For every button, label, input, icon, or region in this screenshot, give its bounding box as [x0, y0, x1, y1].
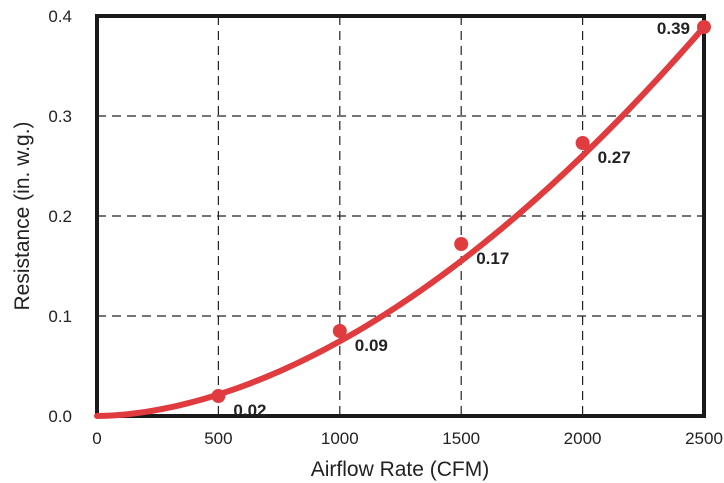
data-label: 0.39 — [657, 19, 690, 38]
x-tick-label: 500 — [204, 429, 232, 448]
data-point — [332, 324, 347, 338]
x-tick-label: 1500 — [442, 429, 480, 448]
plot-area-frame — [95, 14, 706, 418]
y-tick-label: 0.3 — [48, 107, 72, 126]
x-tick-label: 1000 — [321, 429, 359, 448]
y-tick-label: 0.1 — [48, 307, 72, 326]
series-line — [94, 24, 707, 419]
y-tick-label: 0.2 — [48, 207, 72, 226]
data-series: 0.02 0.09 0.17 0.27 0.39 — [94, 19, 711, 420]
x-tick-label: 0 — [92, 429, 101, 448]
x-axis-title: Airflow Rate (CFM) — [311, 458, 490, 481]
x-axis-tick-labels: 0 500 1000 1500 2000 2500 — [92, 429, 723, 448]
data-point — [575, 136, 590, 150]
data-point — [454, 237, 469, 251]
data-label: 0.27 — [598, 148, 631, 167]
y-axis-tick-labels: 0.0 0.1 0.2 0.3 0.4 — [48, 7, 72, 426]
x-tick-label: 2000 — [564, 429, 602, 448]
y-axis-title: Resistance (in. w.g.) — [11, 121, 34, 310]
y-tick-label: 0.4 — [48, 7, 72, 26]
grid-lines — [97, 16, 704, 416]
y-tick-label: 0.0 — [48, 407, 72, 426]
data-point — [697, 20, 711, 34]
data-label: 0.17 — [476, 249, 509, 268]
data-label: 0.09 — [355, 336, 388, 355]
data-label: 0.02 — [233, 401, 266, 420]
x-tick-label: 2500 — [685, 429, 723, 448]
data-point — [211, 389, 226, 403]
